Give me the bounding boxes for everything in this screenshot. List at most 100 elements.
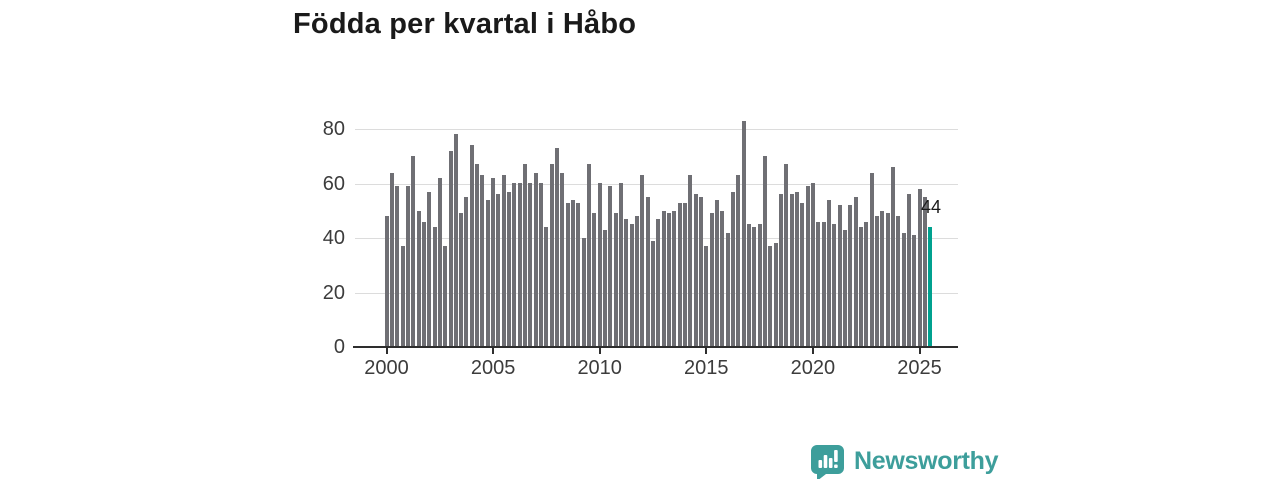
bar [906, 194, 911, 347]
x-axis-tick-label: 2020 [790, 357, 836, 379]
bar [437, 178, 442, 347]
bar [912, 235, 917, 347]
bar [571, 200, 575, 347]
bar [778, 194, 783, 347]
bar [810, 183, 815, 347]
bar [400, 246, 405, 347]
bar [826, 200, 831, 347]
bar [411, 156, 416, 347]
bar [762, 156, 767, 347]
y-gridline [355, 129, 958, 130]
y-axis-tick-label: 40 [322, 227, 345, 249]
bar [640, 175, 645, 347]
bar [661, 211, 666, 347]
bar [842, 230, 847, 347]
bar [635, 216, 639, 347]
bar [464, 197, 469, 347]
bar [917, 189, 922, 347]
bar [688, 175, 693, 347]
bar [725, 233, 730, 347]
bar [800, 203, 805, 347]
bar [922, 197, 927, 347]
bar [432, 227, 437, 347]
bar [565, 203, 570, 347]
x-axis-tick-mark [598, 348, 601, 354]
bar [741, 121, 746, 347]
bar [501, 175, 506, 347]
bar [651, 241, 655, 347]
bar [752, 227, 757, 347]
x-axis-tick-label: 2015 [684, 357, 729, 379]
bar [837, 205, 842, 347]
bar [880, 211, 885, 347]
bar [853, 197, 858, 347]
bar [448, 151, 453, 347]
bar [592, 213, 597, 347]
bar [794, 192, 799, 347]
bar [890, 167, 895, 347]
bar [491, 178, 496, 347]
bar [544, 227, 549, 347]
bar [405, 186, 410, 347]
bar [549, 164, 554, 347]
bar [896, 216, 901, 347]
bar [672, 211, 677, 347]
x-axis-tick-label: 2025 [897, 357, 942, 379]
bar [848, 205, 853, 347]
brand-name: Newsworthy [854, 446, 999, 475]
bar [683, 203, 687, 347]
bar [720, 211, 725, 347]
y-axis-tick-label: 0 [333, 336, 345, 358]
bar [746, 224, 751, 347]
bar [603, 230, 607, 347]
bar [533, 173, 538, 347]
bar [816, 222, 821, 347]
y-gridline [355, 183, 958, 185]
bar [715, 200, 719, 347]
bar [832, 224, 837, 347]
bar [480, 175, 485, 347]
bar [869, 173, 874, 347]
bar [709, 213, 714, 347]
bar [901, 233, 906, 347]
newsworthy-logo[interactable]: Newsworthy [810, 443, 999, 480]
bar [469, 145, 474, 347]
bar [667, 213, 671, 347]
x-axis-tick-label: 2010 [577, 357, 622, 379]
bar [821, 222, 826, 347]
bar [757, 224, 762, 347]
newsworthy-speech-bubble-bar-chart-icon [810, 443, 845, 480]
bar-highlighted-latest-quarter [928, 227, 933, 347]
bar [864, 222, 869, 347]
x-axis-line [353, 346, 958, 348]
x-axis-tick-mark [705, 348, 708, 354]
bar [528, 183, 533, 347]
bar [629, 224, 634, 347]
bar [453, 134, 458, 347]
bar [768, 246, 773, 347]
bar [613, 213, 618, 347]
bar [581, 238, 586, 347]
bar [560, 173, 565, 347]
bar [539, 183, 544, 347]
x-axis-tick-mark [492, 348, 495, 354]
bar [736, 175, 741, 347]
bar [645, 197, 650, 347]
bar [421, 222, 426, 347]
bar [699, 197, 703, 347]
page-title: Födda per kvartal i Håbo [293, 8, 637, 40]
x-axis-tick-label: 2000 [364, 357, 409, 379]
bar [416, 211, 421, 347]
bar [773, 243, 778, 347]
bar [805, 186, 810, 347]
bar [619, 183, 623, 347]
bar [443, 246, 448, 347]
y-axis-tick-label: 60 [322, 172, 345, 195]
bar [384, 216, 389, 347]
bar [523, 164, 528, 347]
bar [656, 219, 661, 347]
x-axis-tick-mark [918, 348, 921, 354]
bar [517, 183, 522, 347]
bar [475, 164, 480, 347]
